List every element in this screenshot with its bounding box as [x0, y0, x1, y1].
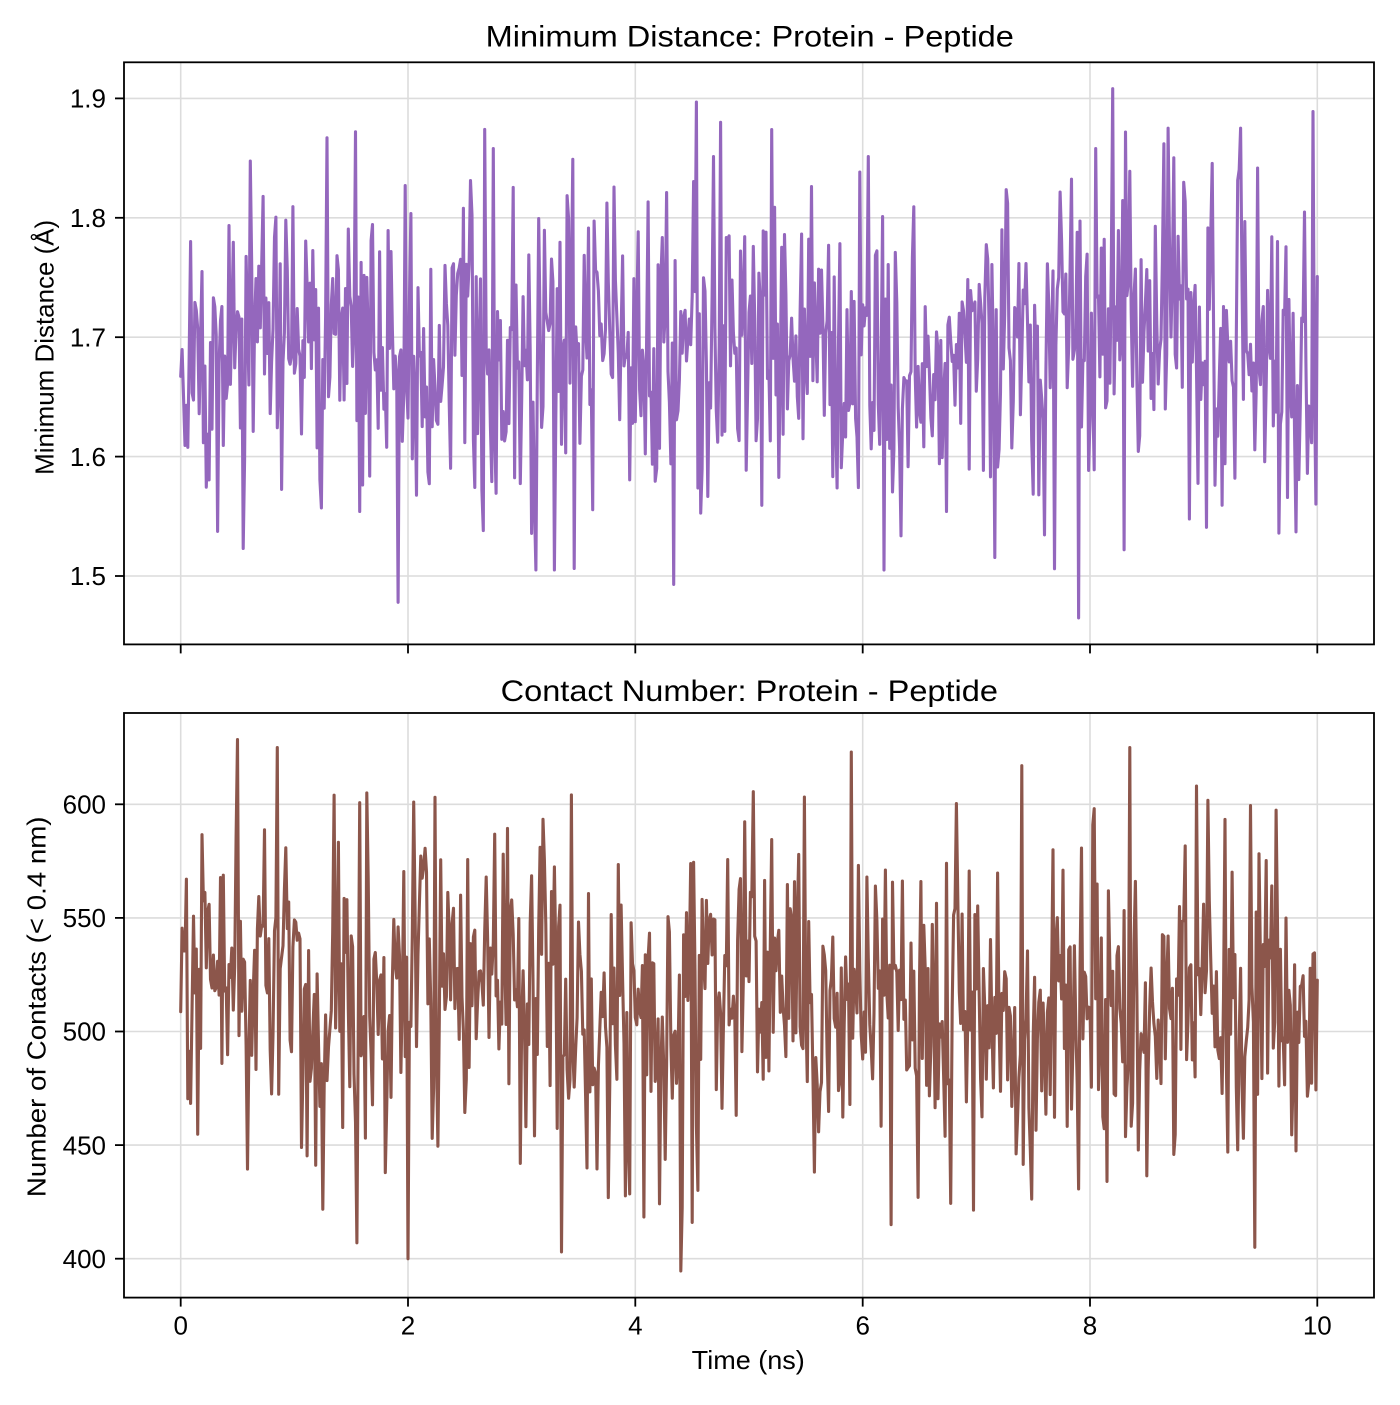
svg-text:1.6: 1.6	[70, 442, 106, 472]
svg-text:1.8: 1.8	[70, 203, 106, 233]
svg-text:2: 2	[401, 1311, 415, 1341]
svg-text:Minimum Distance: Protein - Pe: Minimum Distance: Protein - Peptide	[486, 21, 1014, 54]
svg-text:10: 10	[1303, 1311, 1332, 1341]
svg-text:Contact Number: Protein - Pept: Contact Number: Protein - Peptide	[501, 675, 998, 708]
svg-text:600: 600	[63, 790, 106, 820]
svg-text:550: 550	[63, 903, 106, 933]
svg-text:400: 400	[63, 1244, 106, 1274]
svg-text:Number of Contacts (< 0.4 nm): Number of Contacts (< 0.4 nm)	[22, 817, 52, 1198]
svg-text:1.5: 1.5	[70, 561, 106, 591]
svg-text:6: 6	[855, 1311, 869, 1341]
svg-text:Time (ns): Time (ns)	[692, 1345, 805, 1375]
svg-text:0: 0	[173, 1311, 187, 1341]
svg-text:8: 8	[1083, 1311, 1097, 1341]
svg-text:Minimum Distance (Å): Minimum Distance (Å)	[30, 220, 60, 475]
svg-text:1.7: 1.7	[70, 322, 106, 352]
svg-text:450: 450	[63, 1130, 106, 1160]
svg-text:4: 4	[628, 1311, 642, 1341]
svg-text:1.9: 1.9	[70, 84, 106, 114]
svg-text:500: 500	[63, 1017, 106, 1047]
